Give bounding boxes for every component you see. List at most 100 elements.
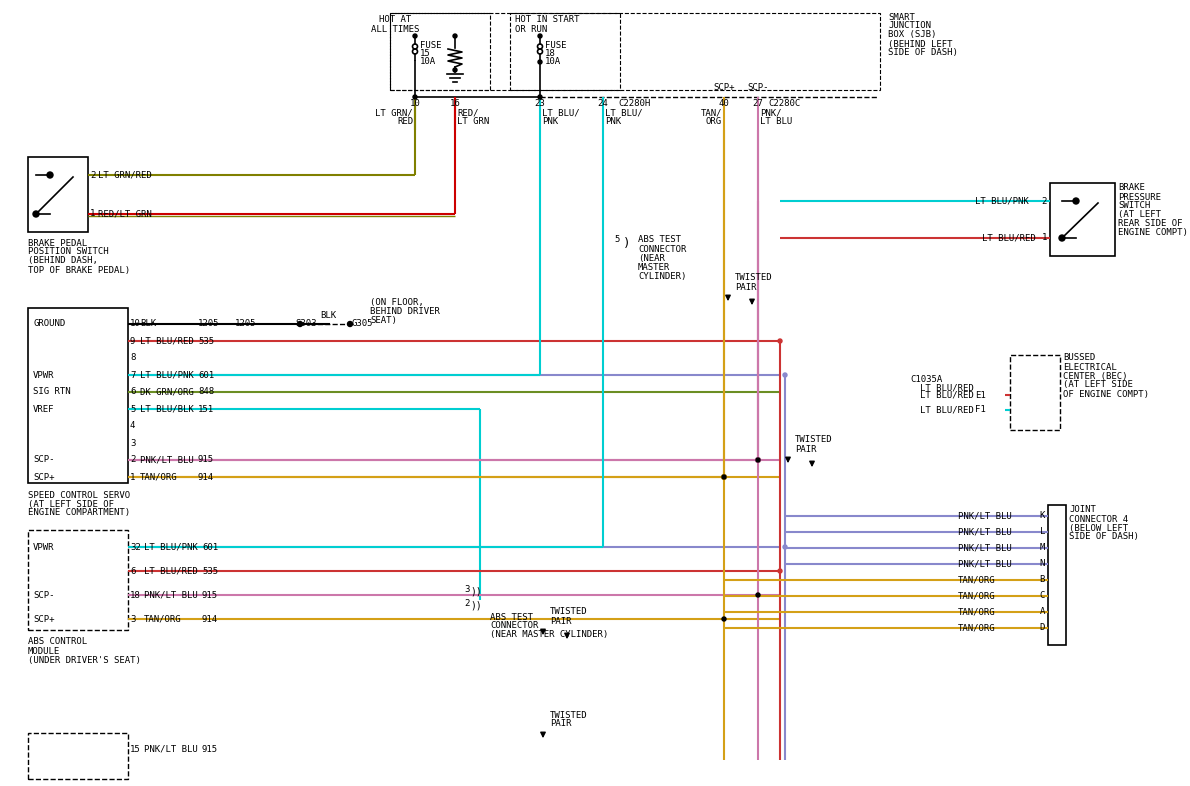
- Bar: [1048, 505, 1066, 645]
- Text: 10: 10: [409, 98, 420, 108]
- Text: F1: F1: [975, 406, 985, 414]
- Text: PRESSURE: PRESSURE: [1117, 193, 1161, 201]
- Text: SIDE OF DASH): SIDE OF DASH): [888, 49, 958, 57]
- Text: G305: G305: [352, 319, 374, 329]
- Text: 535: 535: [198, 336, 214, 346]
- Text: SWITCH: SWITCH: [1117, 201, 1151, 211]
- Circle shape: [756, 593, 760, 597]
- Text: N: N: [1040, 560, 1045, 568]
- Text: B: B: [1040, 575, 1045, 585]
- Circle shape: [722, 475, 726, 479]
- Text: LT BLU/PNK: LT BLU/PNK: [144, 542, 198, 552]
- Text: 535: 535: [202, 567, 218, 575]
- Circle shape: [778, 339, 782, 343]
- Text: 3: 3: [130, 439, 136, 447]
- Text: GROUND: GROUND: [33, 319, 65, 329]
- Text: SCP-: SCP-: [747, 83, 769, 93]
- Text: PNK/LT BLU: PNK/LT BLU: [140, 456, 194, 465]
- Text: SPEED CONTROL SERVO: SPEED CONTROL SERVO: [29, 490, 130, 499]
- Text: 23: 23: [534, 98, 545, 108]
- Text: 27: 27: [752, 98, 763, 108]
- Text: 1205: 1205: [234, 319, 257, 329]
- Text: CONNECTOR 4: CONNECTOR 4: [1069, 515, 1128, 523]
- Text: PNK/LT BLU: PNK/LT BLU: [144, 590, 198, 600]
- Bar: [29, 530, 129, 630]
- Text: 18: 18: [130, 590, 140, 600]
- Circle shape: [347, 321, 352, 326]
- Text: ABS TEST: ABS TEST: [490, 612, 533, 622]
- Text: TWISTED: TWISTED: [550, 711, 588, 719]
- Text: POSITION SWITCH: POSITION SWITCH: [29, 248, 108, 256]
- Text: OR RUN: OR RUN: [515, 24, 547, 34]
- Text: PNK/LT BLU: PNK/LT BLU: [958, 560, 1012, 568]
- Text: 6: 6: [130, 387, 136, 396]
- Text: 15: 15: [420, 50, 431, 58]
- Text: LT BLU/RED: LT BLU/RED: [140, 336, 194, 346]
- Text: 10: 10: [130, 319, 140, 329]
- Text: RED/: RED/: [457, 108, 478, 117]
- Text: (BEHIND LEFT: (BEHIND LEFT: [888, 39, 952, 49]
- Text: (NEAR MASTER CYLINDER): (NEAR MASTER CYLINDER): [490, 630, 608, 640]
- Text: ABS TEST: ABS TEST: [638, 236, 681, 244]
- Text: )): )): [470, 587, 482, 597]
- Text: 601: 601: [198, 370, 214, 380]
- Text: RED: RED: [397, 116, 413, 126]
- Text: JUNCTION: JUNCTION: [888, 21, 931, 31]
- Text: LT BLU/PNK: LT BLU/PNK: [140, 370, 194, 380]
- Circle shape: [722, 617, 726, 621]
- Text: 914: 914: [202, 615, 218, 623]
- Text: 5: 5: [614, 236, 620, 244]
- Text: SCP-: SCP-: [33, 456, 55, 465]
- Text: CENTER (BEC): CENTER (BEC): [1063, 372, 1127, 380]
- Text: PNK: PNK: [605, 116, 621, 126]
- Text: ALL TIMES: ALL TIMES: [371, 24, 419, 34]
- Text: BLK: BLK: [140, 319, 156, 329]
- Circle shape: [538, 95, 541, 99]
- Text: E1: E1: [975, 391, 985, 399]
- Text: LT BLU: LT BLU: [760, 116, 793, 126]
- Text: 2: 2: [1041, 196, 1047, 205]
- Text: TAN/ORG: TAN/ORG: [958, 608, 996, 616]
- Text: BEHIND DRIVER: BEHIND DRIVER: [370, 307, 440, 315]
- Text: SCP-: SCP-: [33, 590, 55, 600]
- Text: 10A: 10A: [420, 57, 436, 65]
- Text: LT BLU/RED: LT BLU/RED: [982, 233, 1035, 243]
- Text: VPWR: VPWR: [33, 542, 55, 552]
- Text: 1: 1: [1041, 233, 1047, 243]
- Bar: [511, 13, 620, 90]
- Circle shape: [1073, 198, 1079, 204]
- Text: C1035A: C1035A: [910, 376, 942, 384]
- Text: BRAKE: BRAKE: [1117, 183, 1145, 193]
- Bar: [29, 308, 129, 483]
- Circle shape: [756, 457, 760, 462]
- Text: (AT LEFT: (AT LEFT: [1117, 211, 1161, 219]
- Bar: [29, 157, 88, 232]
- Text: VREF: VREF: [33, 405, 55, 413]
- Text: ELECTRICAL: ELECTRICAL: [1063, 362, 1116, 372]
- Circle shape: [298, 321, 302, 326]
- Text: PNK/LT BLU: PNK/LT BLU: [144, 744, 198, 754]
- Text: 915: 915: [198, 456, 214, 465]
- Text: SCP+: SCP+: [33, 615, 55, 623]
- Text: 9: 9: [130, 336, 136, 346]
- Text: 1205: 1205: [198, 319, 219, 329]
- Bar: [390, 13, 490, 90]
- Text: 10A: 10A: [545, 57, 562, 65]
- Bar: [1050, 183, 1115, 256]
- Text: 915: 915: [202, 590, 218, 600]
- Text: MODULE: MODULE: [29, 647, 61, 656]
- Circle shape: [783, 373, 787, 377]
- Text: S303: S303: [295, 319, 317, 329]
- Circle shape: [453, 68, 457, 72]
- Text: TAN/ORG: TAN/ORG: [958, 575, 996, 585]
- Text: BOX (SJB): BOX (SJB): [888, 31, 937, 39]
- Text: PNK/: PNK/: [760, 108, 782, 117]
- Text: 1: 1: [130, 472, 136, 482]
- Text: 8: 8: [130, 354, 136, 362]
- Text: 15: 15: [130, 744, 140, 754]
- Text: TAN/ORG: TAN/ORG: [958, 623, 996, 633]
- Text: BRAKE PEDAL: BRAKE PEDAL: [29, 238, 87, 248]
- Text: 18: 18: [545, 50, 556, 58]
- Text: LT GRN/: LT GRN/: [375, 108, 413, 117]
- Text: SMART: SMART: [888, 13, 915, 21]
